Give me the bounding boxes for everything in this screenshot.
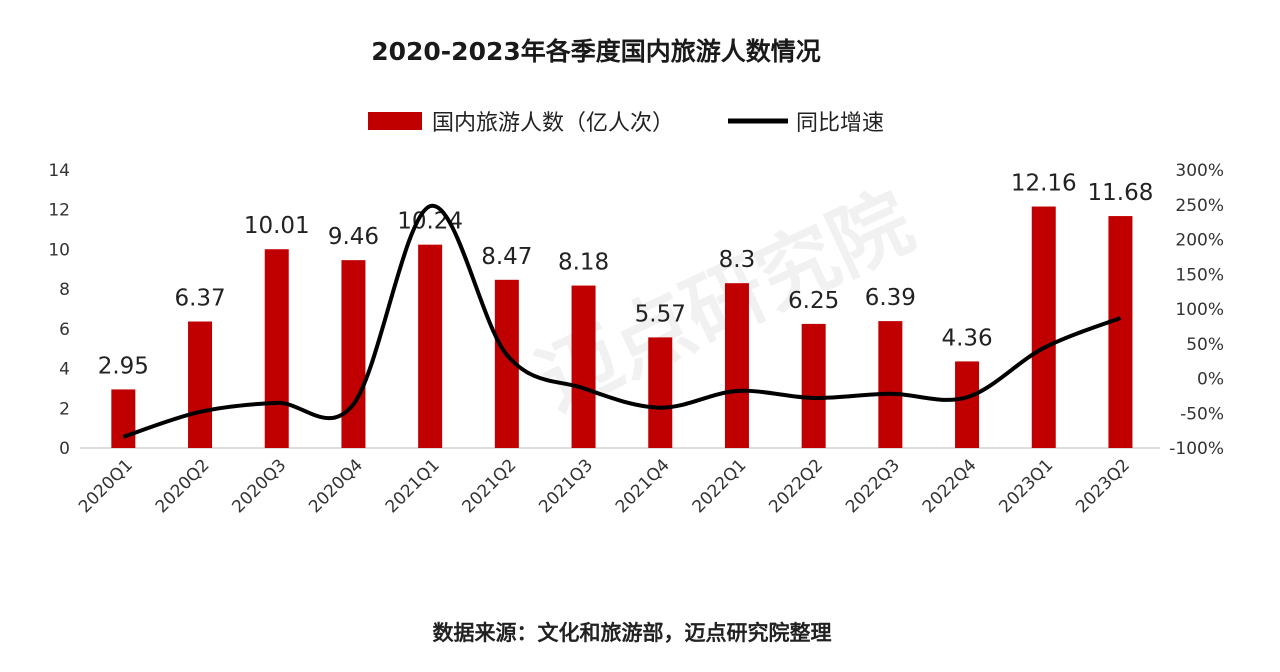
x-tick-label: 2022Q2	[765, 455, 827, 517]
right-tick-label: -50%	[1180, 404, 1224, 424]
bar	[648, 337, 673, 448]
left-tick-label: 0	[59, 439, 70, 459]
left-tick-label: 10	[48, 240, 70, 260]
left-tick-label: 12	[48, 201, 70, 221]
right-tick-label: -100%	[1169, 439, 1224, 459]
bar	[341, 260, 366, 448]
x-tick-label: 2023Q2	[1072, 455, 1134, 517]
right-tick-label: 50%	[1186, 335, 1224, 355]
x-tick-label: 2020Q2	[152, 455, 214, 517]
right-tick-label: 200%	[1175, 231, 1224, 251]
bar	[1108, 216, 1133, 448]
bar-data-label: 11.68	[1088, 180, 1154, 206]
bar-data-label: 12.16	[1011, 171, 1077, 197]
right-tick-label: 300%	[1175, 161, 1224, 181]
bar-data-label: 5.57	[635, 301, 686, 327]
growth-line	[122, 204, 1122, 439]
bar-data-label: 10.01	[244, 213, 310, 239]
legend: 国内旅游人数（亿人次） 同比增速	[368, 111, 884, 136]
chart-title: 2020-2023年各季度国内旅游人数情况	[371, 37, 821, 66]
bar	[955, 361, 980, 448]
bar-data-label: 4.36	[941, 325, 992, 351]
right-tick-label: 150%	[1175, 265, 1224, 285]
bar	[878, 321, 903, 448]
x-tick-label: 2023Q1	[995, 455, 1057, 517]
bar	[111, 389, 136, 448]
bar-data-label: 8.3	[719, 247, 756, 273]
x-tick-label: 2022Q4	[919, 455, 981, 517]
left-tick-label: 14	[48, 161, 70, 181]
x-tick-label: 2021Q1	[382, 455, 444, 517]
bar-data-label: 9.46	[328, 224, 379, 250]
bar	[801, 323, 826, 448]
bar-data-label: 2.95	[98, 353, 149, 379]
right-tick-label: 0%	[1197, 370, 1224, 390]
bar-data-label: 8.47	[481, 244, 532, 270]
bar	[494, 279, 519, 448]
bar	[724, 283, 749, 448]
x-tick-label: 2021Q2	[459, 455, 521, 517]
bar-data-label: 6.25	[788, 288, 839, 314]
bar	[264, 249, 289, 448]
right-tick-label: 100%	[1175, 300, 1224, 320]
right-tick-label: 250%	[1175, 196, 1224, 216]
left-tick-label: 2	[59, 399, 70, 419]
bar	[571, 285, 596, 448]
x-tick-label: 2021Q4	[612, 455, 674, 517]
bar	[1031, 206, 1056, 448]
x-tick-label: 2020Q4	[305, 455, 367, 517]
x-tick-label: 2020Q3	[228, 455, 290, 517]
source-note: 数据来源：文化和旅游部，迈点研究院整理	[433, 621, 832, 645]
left-tick-label: 4	[59, 360, 70, 380]
legend-bar-label: 国内旅游人数（亿人次）	[432, 111, 674, 136]
legend-bar-swatch	[368, 112, 422, 130]
bar	[418, 244, 443, 448]
bar-data-label: 8.18	[558, 250, 609, 276]
x-tick-label: 2020Q1	[75, 455, 137, 517]
x-tick-label: 2022Q3	[842, 455, 904, 517]
legend-line-label: 同比增速	[796, 111, 884, 136]
left-tick-label: 8	[59, 280, 70, 300]
x-tick-label: 2022Q1	[689, 455, 751, 517]
bar-data-label: 6.37	[174, 286, 225, 312]
x-tick-label: 2021Q3	[535, 455, 597, 517]
bar-data-label: 6.39	[865, 285, 916, 311]
bar	[188, 321, 213, 448]
left-tick-label: 6	[59, 320, 70, 340]
